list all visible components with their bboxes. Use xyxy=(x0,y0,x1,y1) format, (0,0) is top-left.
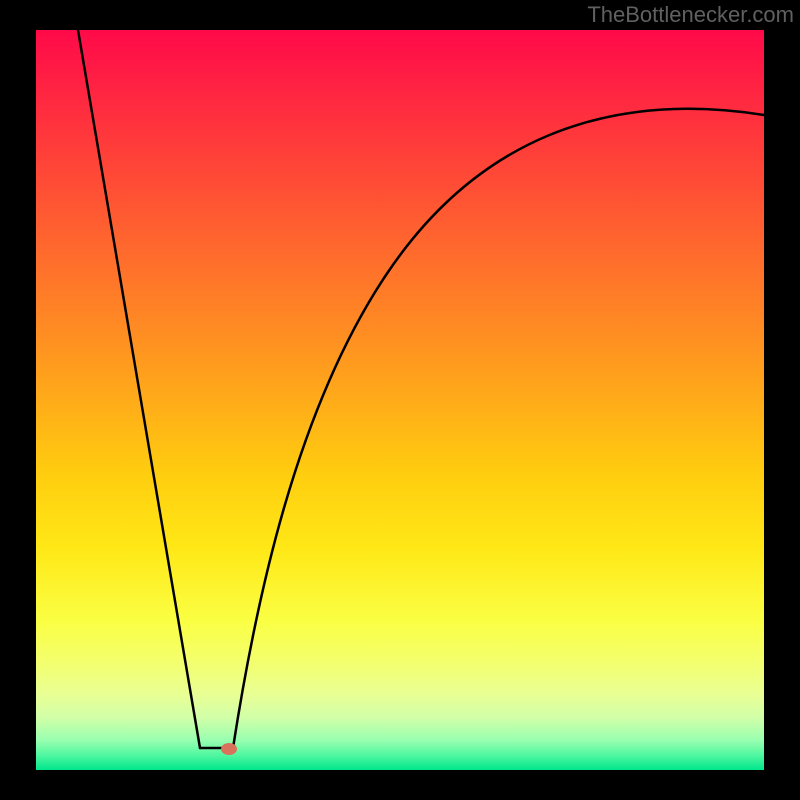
optimal-point-marker xyxy=(221,743,237,755)
watermark-text: TheBottlenecker.com xyxy=(587,2,794,28)
chart-container: TheBottlenecker.com xyxy=(0,0,800,800)
plot-area xyxy=(36,30,764,770)
bottleneck-curve xyxy=(36,30,764,770)
